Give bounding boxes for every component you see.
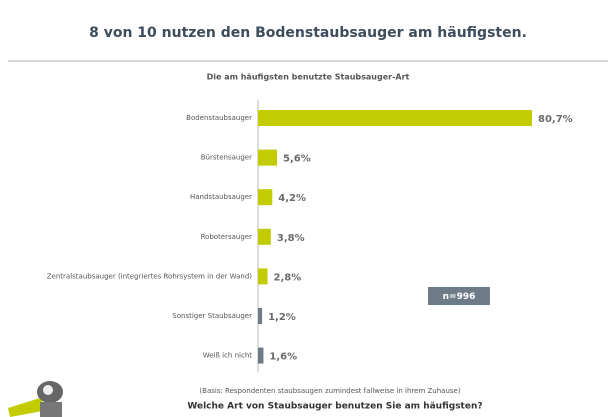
- bar: [258, 110, 532, 126]
- category-label: Handstaubsauger: [190, 193, 252, 201]
- bar: [258, 228, 271, 245]
- bar: [258, 149, 278, 166]
- base-note: (Basis: Respondenten staubsaugen zuminde…: [199, 387, 460, 395]
- mascot: [8, 381, 63, 417]
- value-label: 1,2%: [268, 312, 296, 323]
- bar: [258, 308, 263, 324]
- value-label: 5,6%: [283, 154, 311, 165]
- bar: [258, 268, 268, 285]
- annotation: n=996: [443, 292, 476, 302]
- value-label: 2,8%: [274, 272, 302, 283]
- category-label: Weiß ich nicht: [203, 352, 253, 360]
- bar: [258, 347, 264, 364]
- category-label: Bodenstaubsauger: [186, 114, 252, 122]
- value-label: 4,2%: [278, 193, 306, 204]
- category-label: Zentralstaubsauger (integriertes Rohrsys…: [47, 272, 253, 280]
- category-label: Robotersauger: [201, 233, 253, 241]
- value-label: 1,6%: [269, 352, 297, 363]
- value-label: 80,7%: [538, 114, 573, 125]
- chart-title: 8 von 10 nutzen den Bodenstaubsauger am …: [89, 25, 527, 41]
- annotation-box: [428, 287, 490, 305]
- chart-subtitle: Die am häufigsten benutzte Staubsauger-A…: [207, 73, 410, 82]
- category-label: Sonstiger Staubsauger: [172, 312, 252, 320]
- bar: [258, 189, 273, 206]
- value-label: 3,8%: [277, 233, 305, 244]
- question: Welche Art von Staubsauger benutzen Sie …: [187, 402, 482, 412]
- category-label: Bürstensauger: [201, 154, 252, 162]
